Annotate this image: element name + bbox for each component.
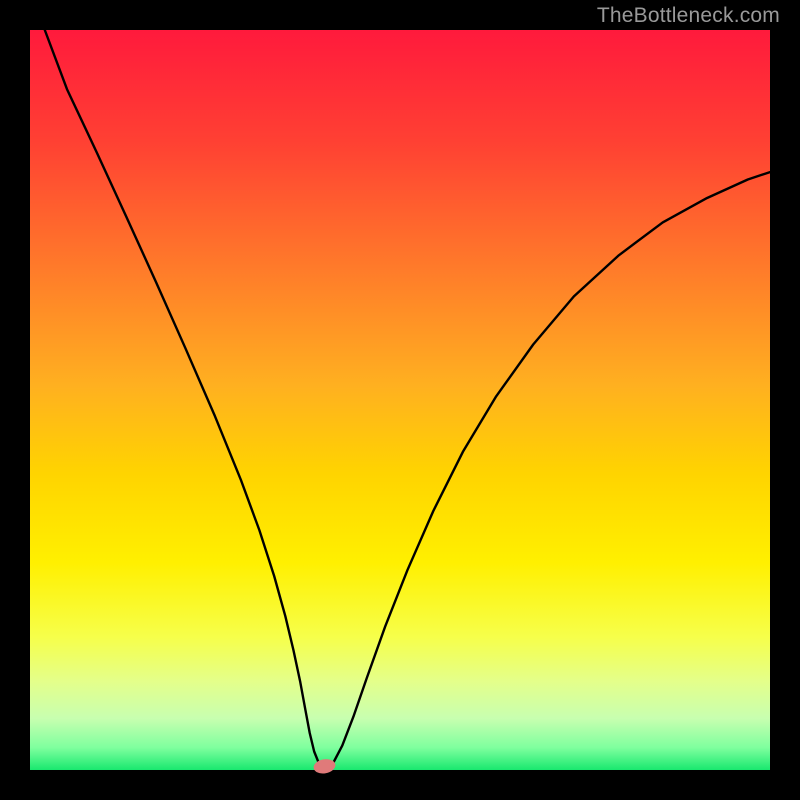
bottleneck-chart	[0, 0, 800, 800]
watermark-text: TheBottleneck.com	[597, 4, 780, 28]
chart-background	[30, 30, 770, 770]
